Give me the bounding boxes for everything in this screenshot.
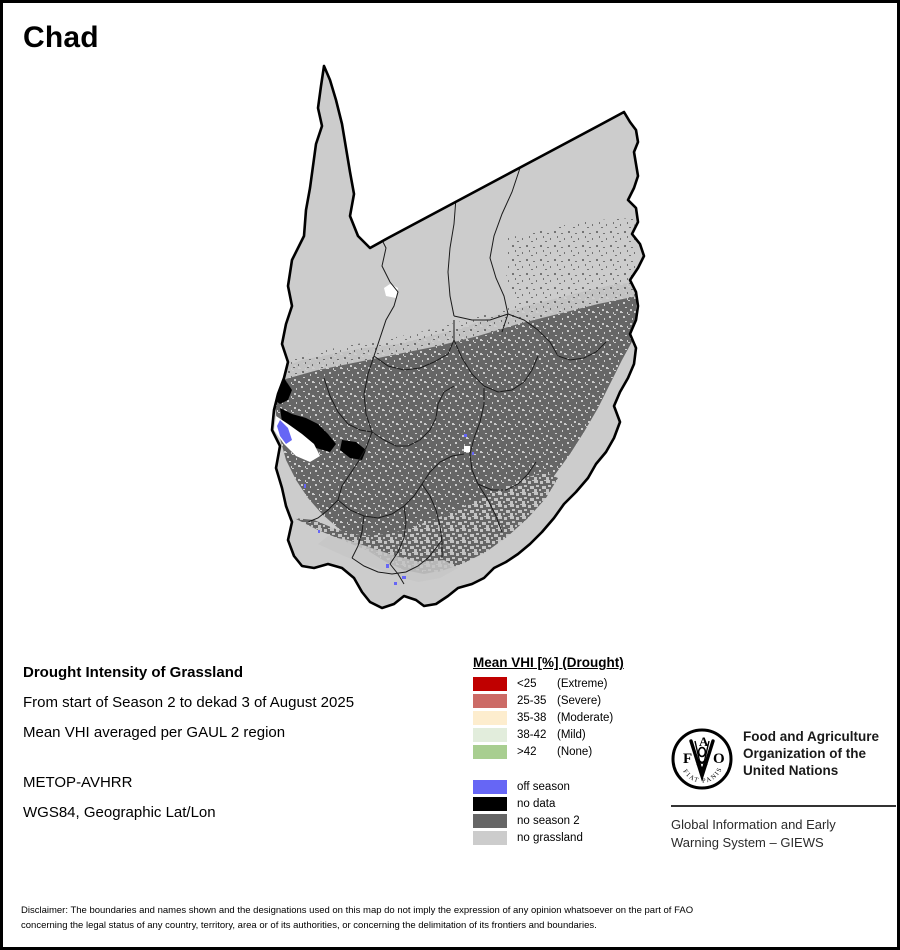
meta-projection: WGS84, Geographic Lat/Lon	[23, 804, 216, 821]
legend-title: Mean VHI [%] (Drought)	[473, 655, 624, 670]
legend-qualifier-none: (None)	[557, 745, 593, 758]
legend-swatch-moderate	[473, 710, 507, 725]
legend-spacer	[473, 760, 673, 778]
meta-heading: Drought Intensity of Grassland	[23, 664, 244, 681]
meta-period: From start of Season 2 to dekad 3 of Aug…	[23, 694, 355, 711]
legend-item-none: >42 (None)	[473, 743, 673, 760]
legend-label-mild: 38-42 (Mild)	[517, 729, 586, 741]
layer-interior-hole-2	[464, 446, 470, 452]
disclaimer-line-1: Disclaimer: The boundaries and names sho…	[21, 905, 694, 916]
legend-range-mild: 38-42	[517, 728, 547, 741]
layer-off-season-spot-2	[472, 452, 474, 455]
chad-map-svg	[270, 64, 646, 610]
legend-label-none: >42 (None)	[517, 746, 592, 758]
fao-branding: F A O FIAT PANIS Food and Agriculture Or…	[671, 728, 896, 852]
legend-label-no-data: no data	[517, 797, 556, 810]
legend-range-severe: 25-35	[517, 694, 547, 707]
legend-swatch-no-data	[473, 796, 507, 811]
legend-label-extreme: <25 (Extreme)	[517, 678, 607, 690]
fao-programme-line-2: Warning System – GIEWS	[671, 835, 824, 850]
map-metadata: Drought Intensity of Grassland From star…	[23, 658, 453, 828]
meta-spacer	[23, 748, 453, 768]
layer-off-season-spot-6	[318, 530, 320, 533]
legend-swatch-none	[473, 744, 507, 759]
legend-item-moderate: 35-38 (Moderate)	[473, 709, 673, 726]
layer-no-data-lake-south	[340, 440, 366, 460]
legend-qualifier-severe: (Severe)	[557, 694, 602, 707]
legend-item-mild: 38-42 (Mild)	[473, 726, 673, 743]
layer-off-season-spot-1	[464, 434, 467, 437]
layer-off-season-lake	[277, 420, 292, 444]
layer-off-season-spot-5	[394, 582, 397, 585]
layer-off-season-spot-3	[386, 564, 389, 568]
legend-label-off-season: off season	[517, 780, 570, 793]
legend-item-severe: 25-35 (Severe)	[473, 692, 673, 709]
legend-item-extreme: <25 (Extreme)	[473, 675, 673, 692]
legend-item-no-grassland: no grassland	[473, 829, 673, 846]
legend-label-severe: 25-35 (Severe)	[517, 695, 601, 707]
fao-org-line-1: Food and Agriculture	[743, 729, 879, 744]
legend-item-no-data: no data	[473, 795, 673, 812]
legend-label-no-season-2: no season 2	[517, 814, 580, 827]
legend-qualifier-mild: (Mild)	[557, 728, 586, 741]
fao-org-line-2: Organization of the	[743, 746, 866, 761]
legend-item-no-season-2: no season 2	[473, 812, 673, 829]
legend-range-moderate: 35-38	[517, 711, 547, 724]
meta-sensor: METOP-AVHRR	[23, 774, 133, 791]
fao-logo-letter-a: A	[699, 734, 709, 749]
legend-swatch-mild	[473, 727, 507, 742]
disclaimer-line-2: concerning the legal status of any count…	[21, 920, 597, 931]
layer-no-data-lake-east	[280, 408, 336, 452]
legend-swatch-off-season	[473, 779, 507, 794]
layer-transition-fringe-ne	[506, 218, 638, 306]
layer-off-season-spot-7	[304, 484, 306, 488]
legend-label-moderate: 35-38 (Moderate)	[517, 712, 613, 724]
fao-logo-letter-f: F	[683, 751, 692, 767]
legend-range-extreme: <25	[517, 677, 537, 690]
legend-qualifier-moderate: (Moderate)	[557, 711, 614, 724]
map-canvas[interactable]	[258, 48, 658, 623]
legend-swatch-no-season-2	[473, 813, 507, 828]
map-legend: Mean VHI [%] (Drought) <25 (Extreme) 25-…	[473, 655, 673, 846]
fao-programme-name: Global Information and Early Warning Sys…	[671, 816, 896, 852]
legend-item-off-season: off season	[473, 778, 673, 795]
fao-divider	[671, 805, 896, 807]
layer-sahel-transition	[274, 280, 638, 380]
fao-header: F A O FIAT PANIS Food and Agriculture Or…	[671, 728, 896, 795]
fao-logo-letter-o: O	[713, 751, 725, 767]
disclaimer: Disclaimer: The boundaries and names sho…	[21, 903, 883, 933]
fao-org-line-3: United Nations	[743, 763, 839, 778]
page-title: Chad	[23, 21, 99, 54]
meta-indicator: Mean VHI averaged per GAUL 2 region	[23, 724, 286, 741]
country-outline	[270, 64, 646, 610]
legend-swatch-severe	[473, 693, 507, 708]
legend-range-none: >42	[517, 745, 537, 758]
admin-boundaries	[307, 109, 607, 585]
legend-swatch-no-grassland	[473, 830, 507, 845]
legend-qualifier-extreme: (Extreme)	[557, 677, 608, 690]
fao-organisation-name: Food and Agriculture Organization of the…	[743, 728, 879, 779]
fao-logo-icon: F A O FIAT PANIS	[671, 728, 733, 795]
legend-swatch-extreme	[473, 676, 507, 691]
layer-off-season-spot-4	[402, 576, 406, 579]
layer-far-south-light	[318, 536, 458, 582]
legend-label-no-grassland: no grassland	[517, 831, 583, 844]
fao-programme-line-1: Global Information and Early	[671, 817, 836, 832]
